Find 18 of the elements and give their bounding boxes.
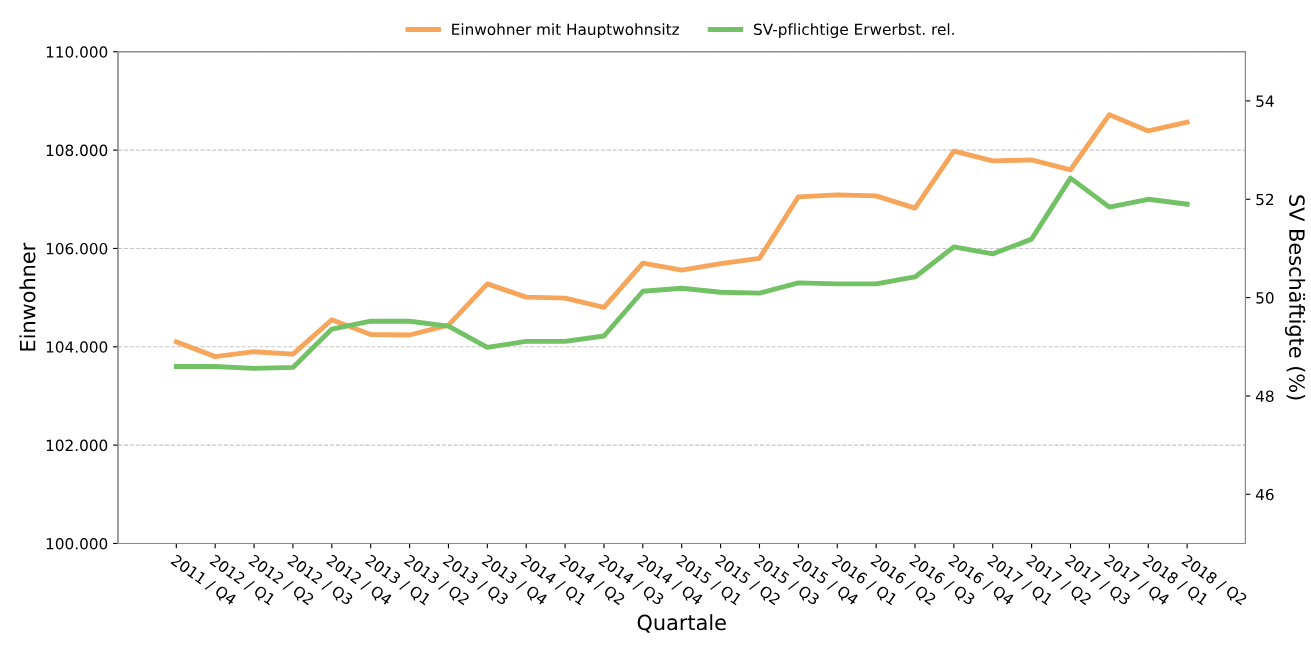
y-tick-label: 100.000 [46,537,108,550]
y-tick-label: 106.000 [46,242,108,255]
y2-tick-label: 54 [1256,95,1274,107]
y-tick-label: 110.000 [46,46,108,58]
x-axis-title: Quartale [637,614,726,633]
y-tick-label: 104.000 [46,341,108,353]
y2-tick-label: 48 [1255,390,1274,402]
line-series [173,112,1190,360]
y2-tick-label: 52 [1256,193,1274,206]
legend-label: SV-pflichtige Erwerbst. rel. [754,23,954,39]
legend-label: Einwohner mit Hauptwohnsitz [452,23,680,39]
y2-tick-label: 50 [1256,292,1274,304]
y-tick-label: 108.000 [46,144,108,157]
y-tick-label: 102.000 [46,439,108,452]
line-series [173,175,1190,371]
y2-axis-title: SV Beschäftigte (%) [1285,195,1306,400]
y-axis-title: Einwohner [19,242,36,351]
y2-tick-label: 46 [1255,488,1274,501]
